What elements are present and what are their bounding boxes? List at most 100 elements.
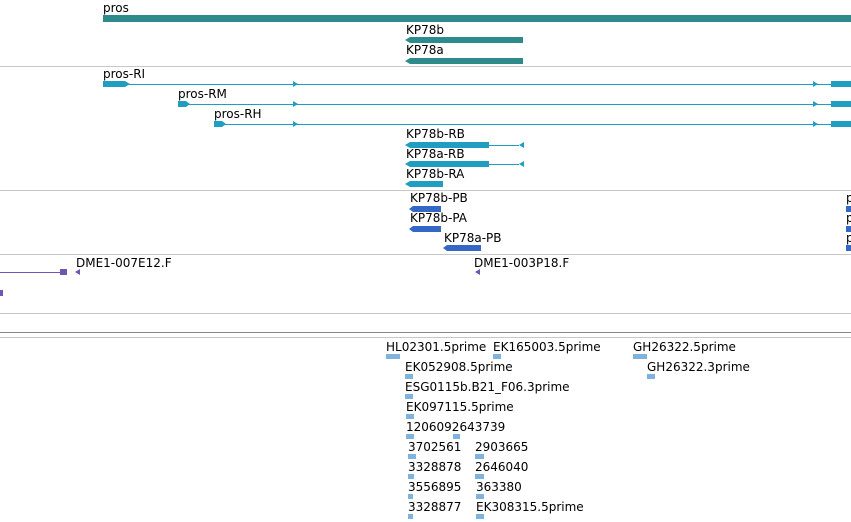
track-separator <box>0 313 851 314</box>
protein-bar[interactable] <box>846 226 851 232</box>
transcript-exon[interactable] <box>410 181 443 187</box>
protein-label: KP78b-PB <box>410 191 468 205</box>
clone-label: DME1-007E12.F <box>76 256 172 270</box>
transcript-label: KP78b-RB <box>406 127 465 141</box>
transcript-intron <box>186 104 831 105</box>
transcript-intron <box>222 124 831 125</box>
strand-arrow-icon <box>813 121 818 127</box>
protein-label: p <box>846 231 851 245</box>
est-label: HL02301.5prime <box>386 340 487 354</box>
protein-label: p <box>846 211 851 225</box>
strand-arrow-icon <box>405 58 410 64</box>
protein-label: KP78a-PB <box>444 231 502 245</box>
strand-arrow-icon <box>519 161 524 167</box>
est-bar[interactable] <box>406 414 414 419</box>
gene-label: KP78b <box>406 23 444 37</box>
est-bar[interactable] <box>476 494 484 499</box>
transcript-intron <box>489 164 519 165</box>
transcript-exon[interactable] <box>831 101 851 107</box>
est-label: EK308315.5prime <box>476 500 584 514</box>
gene-bar-pros[interactable] <box>103 15 851 22</box>
strand-arrow-icon <box>409 206 413 212</box>
clone-bar[interactable] <box>60 269 67 275</box>
est-bar[interactable] <box>405 374 413 379</box>
est-label: EK097115.5prime <box>406 400 514 414</box>
strand-arrow-icon <box>405 37 410 43</box>
transcript-label: KP78b-RA <box>406 167 465 181</box>
strand-arrow-icon <box>405 181 410 187</box>
strand-arrow-icon <box>293 121 298 127</box>
transcript-exon[interactable] <box>831 81 851 87</box>
est-label: 2646040 <box>475 460 529 474</box>
protein-bar[interactable] <box>447 245 481 251</box>
transcript-exon[interactable] <box>831 121 851 127</box>
transcript-label: KP78a-RB <box>406 147 465 161</box>
strand-arrow-icon <box>475 269 480 275</box>
est-label: GH26322.3prime <box>647 360 750 374</box>
strand-arrow-icon <box>293 101 298 107</box>
est-bar[interactable] <box>493 354 501 359</box>
est-label: GH26322.5prime <box>633 340 736 354</box>
strand-arrow-icon <box>293 81 298 87</box>
transcript-label: pros-RH <box>214 107 262 121</box>
transcript-exon[interactable] <box>103 81 125 87</box>
est-label: ESG0115b.B21_F06.3prime <box>405 380 570 394</box>
clone-label: DME1-003P18.F <box>474 256 570 270</box>
est-bar[interactable] <box>453 434 460 439</box>
strand-arrow-icon <box>519 142 524 148</box>
track-separator <box>0 190 851 191</box>
est-bar[interactable] <box>647 374 655 379</box>
transcript-label: pros-RM <box>178 87 227 101</box>
gene-label: KP78a <box>406 43 444 57</box>
est-bar[interactable] <box>408 494 413 499</box>
est-bar[interactable] <box>405 394 413 399</box>
track-separator <box>0 254 851 255</box>
est-label: 3328877 <box>408 500 462 514</box>
strand-arrow-icon <box>405 161 410 167</box>
transcript-exon[interactable] <box>178 101 186 107</box>
protein-bar[interactable] <box>413 226 441 232</box>
est-label: EK052908.5prime <box>405 360 513 374</box>
transcript-exon[interactable] <box>214 121 222 127</box>
est-label: 3328878 <box>408 460 462 474</box>
est-bar[interactable] <box>408 474 414 479</box>
est-label: 3556895 <box>408 480 462 494</box>
transcript-intron <box>125 84 831 85</box>
est-label: EK165003.5prime <box>493 340 601 354</box>
gene-bar-kp78b[interactable] <box>410 37 523 43</box>
est-label: 363380 <box>476 480 522 494</box>
strand-arrow-icon <box>75 269 80 275</box>
est-bar[interactable] <box>475 474 484 479</box>
est-bar[interactable] <box>476 514 484 519</box>
est-label: 2903665 <box>475 440 529 454</box>
track-separator <box>0 66 851 67</box>
track-separator <box>0 337 851 338</box>
est-label: 1206092643739 <box>406 420 506 434</box>
gene-label: pros <box>103 1 129 15</box>
strand-arrow-icon <box>443 245 447 251</box>
est-bar[interactable] <box>406 434 414 439</box>
strand-arrow-icon <box>405 142 410 148</box>
est-bar[interactable] <box>475 454 484 459</box>
strand-arrow-icon <box>813 81 818 87</box>
protein-label: p <box>846 191 851 205</box>
clone-line <box>0 272 60 273</box>
transcript-exon[interactable] <box>410 142 489 148</box>
clone-bar[interactable] <box>0 290 3 296</box>
strand-arrow-icon <box>813 101 818 107</box>
est-bar[interactable] <box>408 454 416 459</box>
transcript-exon[interactable] <box>410 161 489 167</box>
est-bar[interactable] <box>386 354 400 359</box>
est-bar[interactable] <box>633 354 647 359</box>
protein-label: KP78b-PA <box>410 211 467 225</box>
protein-bar[interactable] <box>846 206 851 212</box>
est-bar[interactable] <box>408 514 413 519</box>
protein-bar[interactable] <box>846 245 851 251</box>
strand-arrow-icon <box>409 226 413 232</box>
est-label: 3702561 <box>408 440 462 454</box>
transcript-label: pros-RI <box>103 67 146 81</box>
protein-bar[interactable] <box>413 206 441 212</box>
gene-bar-kp78a[interactable] <box>410 58 523 64</box>
track-separator <box>0 332 851 333</box>
